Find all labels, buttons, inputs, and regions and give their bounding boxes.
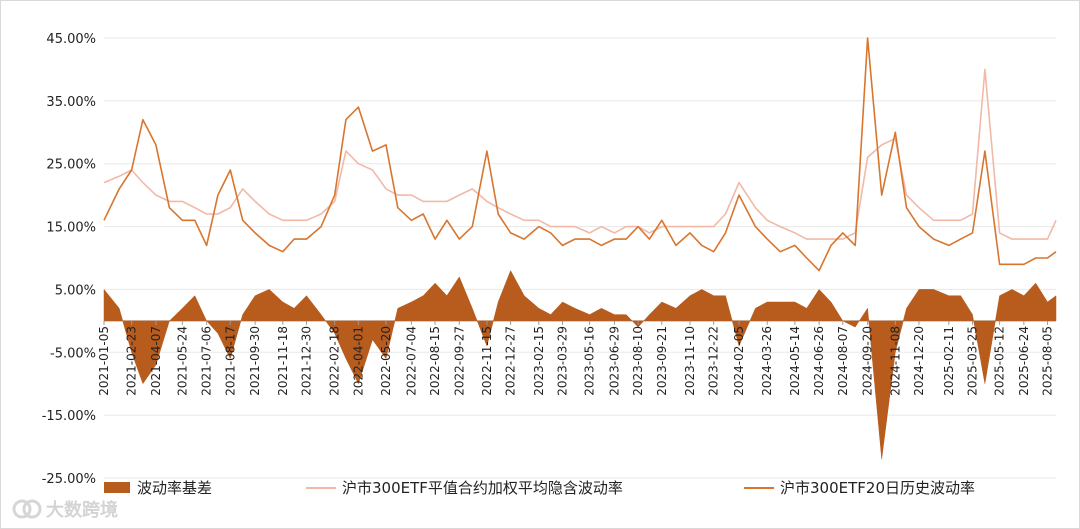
x-tick-label: 2021-08-17 bbox=[223, 326, 237, 396]
x-tick-label: 2025-02-11 bbox=[942, 326, 956, 396]
y-tick-label: 35.00% bbox=[46, 95, 96, 110]
x-tick-label: 2021-12-30 bbox=[299, 326, 313, 396]
x-tick-label: 2024-05-14 bbox=[788, 326, 802, 396]
x-tick-label: 2023-08-10 bbox=[631, 326, 645, 396]
x-tick-label: 2024-09-20 bbox=[861, 326, 875, 396]
x-tick-label: 2022-11-15 bbox=[480, 326, 494, 396]
y-tick-label: 15.00% bbox=[46, 221, 96, 236]
ring-logo-icon bbox=[12, 499, 42, 519]
x-tick-label: 2024-11-08 bbox=[888, 326, 902, 396]
x-tick-label: 2025-06-24 bbox=[1017, 326, 1031, 396]
x-tick-label: 2021-09-30 bbox=[248, 326, 262, 396]
x-tick-label: 2022-05-20 bbox=[379, 326, 393, 396]
x-tick-label: 2023-09-21 bbox=[655, 326, 669, 396]
x-tick-label: 2024-12-20 bbox=[912, 326, 926, 396]
y-tick-label: 45.00% bbox=[46, 32, 96, 47]
legend-swatch-basis bbox=[104, 482, 130, 493]
y-tick-label: -5.00% bbox=[50, 346, 96, 361]
legend: 波动率基差 沪市300ETF平值合约加权平均隐含波动率 沪市300ETF20日历… bbox=[104, 479, 975, 497]
x-tick-label: 2024-03-26 bbox=[760, 326, 774, 396]
x-tick-label: 2024-02-05 bbox=[732, 326, 746, 396]
x-tick-label: 2021-05-24 bbox=[175, 326, 189, 396]
y-tick-label: -15.00% bbox=[42, 409, 96, 424]
x-tick-label: 2022-08-15 bbox=[428, 326, 442, 396]
grid-layer bbox=[104, 37, 1056, 479]
series-basis-area bbox=[103, 270, 1057, 460]
x-tick-label: 2022-04-01 bbox=[351, 326, 365, 396]
x-tick-label: 2021-11-18 bbox=[276, 326, 290, 396]
x-axis: 2021-01-05 2021-02-23 2021-04-07 2021-05-24… bbox=[97, 320, 1055, 396]
x-tick-label: 2024-08-07 bbox=[836, 326, 850, 396]
x-tick-label: 2023-06-29 bbox=[607, 326, 621, 396]
watermark-text: 大数跨境 bbox=[46, 499, 118, 521]
x-tick-label: 2021-02-23 bbox=[125, 326, 139, 396]
y-tick-label: 5.00% bbox=[55, 283, 96, 298]
basis-area-layer bbox=[103, 270, 1057, 460]
x-tick-label: 2023-11-10 bbox=[683, 326, 697, 396]
series-iv-line bbox=[103, 68, 1057, 240]
lines-layer bbox=[103, 37, 1057, 272]
x-tick-label: 2025-05-12 bbox=[993, 326, 1007, 396]
x-tick-label: 2023-12-22 bbox=[707, 326, 721, 396]
x-tick-label: 2025-03-25 bbox=[966, 326, 980, 396]
legend-label-hv: 沪市300ETF20日历史波动率 bbox=[780, 479, 975, 497]
y-axis: 45.00% 35.00% 25.00% 15.00% 5.00% -5.00% -15.0… bbox=[42, 32, 96, 487]
x-tick-label: 2021-01-05 bbox=[97, 326, 111, 396]
x-tick-label: 2021-07-06 bbox=[200, 326, 214, 396]
y-tick-label: -25.00% bbox=[42, 472, 96, 487]
x-tick-label: 2021-04-07 bbox=[149, 326, 163, 396]
x-tick-label: 2022-09-27 bbox=[452, 326, 466, 396]
y-tick-label: 25.00% bbox=[46, 158, 96, 173]
series-hv-line bbox=[103, 37, 1057, 272]
x-tick-label: 2023-02-15 bbox=[532, 326, 546, 396]
x-tick-label: 2022-12-27 bbox=[504, 326, 518, 396]
x-tick-label: 2025-08-05 bbox=[1041, 326, 1055, 396]
x-tick-label: 2024-06-26 bbox=[812, 326, 826, 396]
legend-label-basis: 波动率基差 bbox=[137, 479, 212, 497]
x-tick-label: 2023-03-29 bbox=[556, 326, 570, 396]
x-tick-label: 2022-07-04 bbox=[404, 326, 418, 396]
x-tick-label: 2023-05-16 bbox=[583, 326, 597, 396]
watermark: 大数跨境 bbox=[12, 499, 118, 521]
legend-label-iv: 沪市300ETF平值合约加权平均隐含波动率 bbox=[342, 479, 623, 497]
x-tick-label: 2022-02-18 bbox=[328, 326, 342, 396]
